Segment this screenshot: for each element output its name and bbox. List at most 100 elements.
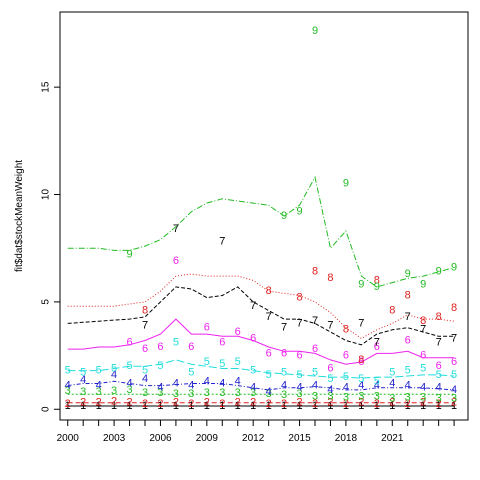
data-point-label-9: 9 <box>296 206 302 218</box>
data-point-label-5: 5 <box>389 367 395 379</box>
data-point-label-1: 1 <box>374 400 380 412</box>
data-point-label-2: 2 <box>266 398 272 410</box>
data-point-label-7: 7 <box>281 322 287 334</box>
data-point-label-2: 2 <box>157 398 163 410</box>
data-point-label-3: 3 <box>312 390 318 402</box>
data-point-label-9: 9 <box>451 261 457 273</box>
data-point-label-9: 9 <box>126 249 132 261</box>
data-point-label-3: 3 <box>219 387 225 399</box>
data-point-label-4: 4 <box>142 373 148 385</box>
data-point-label-3: 3 <box>142 387 148 399</box>
data-point-label-6: 6 <box>204 322 210 334</box>
series-line-4 <box>67 380 455 391</box>
y-axis-title: fit$dat$stockMeanWeight <box>14 160 25 272</box>
data-point-label-8: 8 <box>374 274 380 286</box>
data-point-label-8: 8 <box>327 272 333 284</box>
series-lines <box>67 175 455 407</box>
data-point-label-2: 2 <box>420 397 426 409</box>
data-point-label-2: 2 <box>281 398 287 410</box>
data-point-label-3: 3 <box>296 388 302 400</box>
data-point-label-1: 1 <box>157 400 163 412</box>
data-point-label-8: 8 <box>142 304 148 316</box>
data-point-label-3: 3 <box>374 390 380 402</box>
x-tick-label: 2000 <box>57 433 80 444</box>
data-point-label-9: 9 <box>358 279 364 291</box>
x-tick-label: 2006 <box>149 433 172 444</box>
data-point-label-1: 1 <box>188 400 194 412</box>
data-point-label-2: 2 <box>250 397 256 409</box>
data-point-label-4: 4 <box>436 382 442 394</box>
data-point-label-8: 8 <box>420 315 426 327</box>
data-point-label-2: 2 <box>126 397 132 409</box>
data-point-label-1: 1 <box>250 400 256 412</box>
x-tick-label: 2009 <box>196 433 219 444</box>
data-point-label-5: 5 <box>420 362 426 374</box>
data-point-label-6: 6 <box>327 362 333 374</box>
data-point-label-9: 9 <box>281 210 287 222</box>
data-point-label-5: 5 <box>358 373 364 385</box>
data-point-label-1: 1 <box>420 400 426 412</box>
data-point-label-5: 5 <box>312 367 318 379</box>
data-point-label-2: 2 <box>235 397 241 409</box>
data-point-label-5: 5 <box>235 356 241 368</box>
data-point-label-7: 7 <box>358 317 364 329</box>
data-point-label-7: 7 <box>142 319 148 331</box>
data-point-label-7: 7 <box>327 319 333 331</box>
data-point-label-3: 3 <box>327 390 333 402</box>
y-tick-label: 15 <box>41 81 52 93</box>
data-point-label-3: 3 <box>173 388 179 400</box>
data-point-label-7: 7 <box>219 236 225 248</box>
data-point-label-1: 1 <box>327 400 333 412</box>
plot-area-border <box>59 11 469 421</box>
data-point-label-1: 1 <box>204 400 210 412</box>
data-point-label-4: 4 <box>173 377 179 389</box>
data-point-label-4: 4 <box>111 369 117 381</box>
y-tick-label: 0 <box>41 406 52 412</box>
data-point-label-7: 7 <box>266 311 272 323</box>
data-point-label-6: 6 <box>436 360 442 372</box>
data-point-label-6: 6 <box>420 349 426 361</box>
data-point-label-4: 4 <box>358 380 364 392</box>
data-point-label-6: 6 <box>312 343 318 355</box>
data-point-label-6: 6 <box>266 347 272 359</box>
data-point-label-4: 4 <box>204 375 210 387</box>
data-point-label-5: 5 <box>281 367 287 379</box>
data-point-label-2: 2 <box>343 398 349 410</box>
series-points: 1 1 1 1 1 1 1 1 1 1 1 1 1 1 1 1 1 1 1 1 1 1 1 1 1 12 2 2 2 2 2 2 2 2 2 2 2 2 2… <box>65 25 457 412</box>
data-point-label-5: 5 <box>296 369 302 381</box>
data-point-label-2: 2 <box>451 397 457 409</box>
data-point-label-1: 1 <box>358 400 364 412</box>
data-point-label-1: 1 <box>343 400 349 412</box>
data-point-label-1: 1 <box>451 400 457 412</box>
data-point-label-5: 5 <box>436 369 442 381</box>
data-point-label-8: 8 <box>451 302 457 314</box>
data-point-label-4: 4 <box>420 382 426 394</box>
data-point-label-7: 7 <box>296 317 302 329</box>
data-point-label-8: 8 <box>389 304 395 316</box>
data-point-label-1: 1 <box>436 400 442 412</box>
data-point-label-7: 7 <box>405 311 411 323</box>
data-point-label-5: 5 <box>173 337 179 349</box>
series-line-6 <box>67 318 455 365</box>
data-point-label-9: 9 <box>312 25 318 37</box>
data-point-label-2: 2 <box>296 397 302 409</box>
data-point-label-5: 5 <box>374 375 380 387</box>
data-point-label-3: 3 <box>235 387 241 399</box>
data-point-label-6: 6 <box>157 341 163 353</box>
data-point-label-4: 4 <box>327 384 333 396</box>
data-point-label-4: 4 <box>96 380 102 392</box>
data-point-label-3: 3 <box>451 392 457 404</box>
data-point-label-1: 1 <box>266 400 272 412</box>
data-point-label-2: 2 <box>405 398 411 410</box>
data-point-label-5: 5 <box>126 360 132 372</box>
data-point-label-6: 6 <box>343 349 349 361</box>
data-point-label-3: 3 <box>96 386 102 398</box>
data-point-label-1: 1 <box>173 400 179 412</box>
data-point-label-1: 1 <box>281 400 287 412</box>
data-point-label-7: 7 <box>312 315 318 327</box>
data-point-label-6: 6 <box>281 347 287 359</box>
data-point-label-7: 7 <box>374 337 380 349</box>
data-point-label-7: 7 <box>436 337 442 349</box>
data-point-label-7: 7 <box>173 223 179 235</box>
